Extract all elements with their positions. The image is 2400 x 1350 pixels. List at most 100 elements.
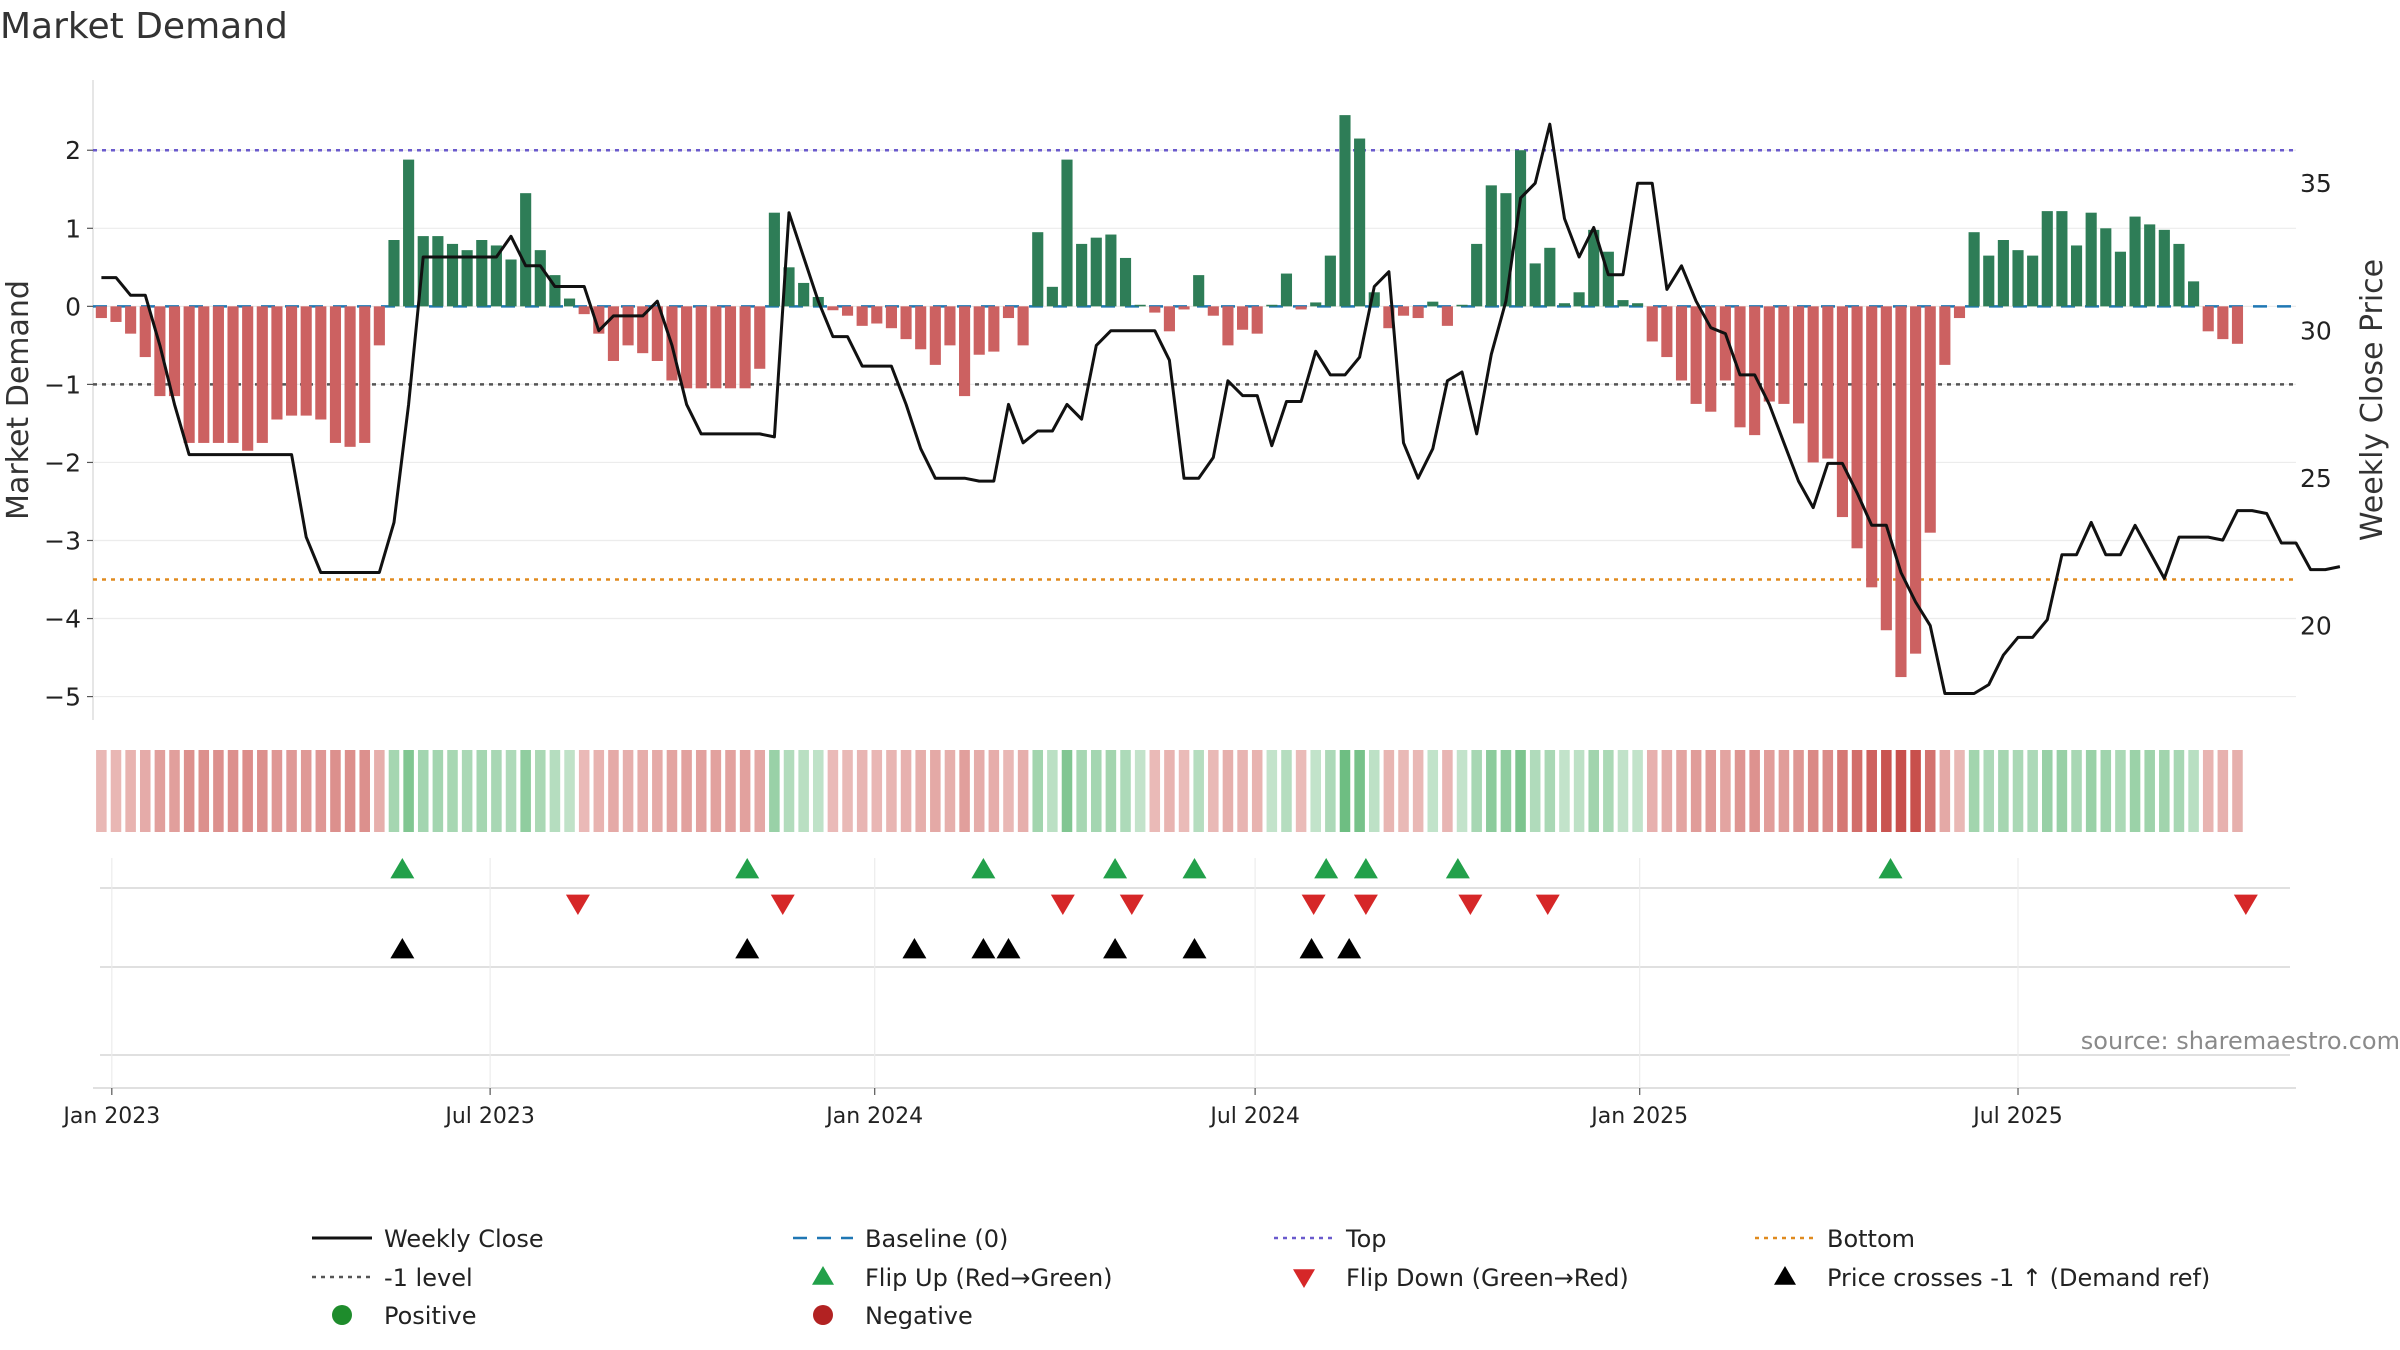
heat-strip-cell (2217, 750, 2229, 832)
heat-strip-cell (652, 750, 663, 832)
legend-swatch (812, 1266, 834, 1285)
heat-strip-cell (1017, 750, 1029, 832)
flip-up-marker (1103, 858, 1128, 879)
demand-bar (856, 306, 868, 326)
heat-strip-cell (1968, 750, 1980, 832)
demand-bar (300, 306, 312, 416)
demand-bar (446, 243, 459, 307)
heat-strip-cell (1895, 750, 1907, 832)
flip-down-marker (1119, 894, 1144, 915)
demand-bar (1544, 247, 1556, 307)
weekly-close-line (101, 122, 2341, 695)
demand-bar (2085, 212, 2097, 307)
heat-strip-cell (242, 750, 253, 832)
flip-up-marker (1445, 858, 1470, 879)
heat-strip-cell (1573, 750, 1585, 832)
flip-down-marker (1458, 894, 1483, 915)
heat-strip-cell (754, 750, 766, 832)
x-tick-label: Jan 2025 (1589, 1104, 1688, 1129)
heat-strip-cell (1061, 750, 1073, 832)
demand-bar (1397, 306, 1410, 316)
chart-title: Market Demand (0, 6, 288, 47)
x-tick-label: Jul 2023 (443, 1104, 535, 1129)
price-cross-marker (1182, 938, 1207, 959)
demand-bar (578, 306, 590, 315)
heat-strip-cell (1383, 750, 1395, 832)
price-cross-marker (902, 938, 927, 959)
demand-bar (1646, 306, 1658, 342)
demand-bar (768, 212, 780, 307)
flip-down-marker (1353, 894, 1378, 915)
heat-strip-cell (1603, 750, 1614, 832)
heat-strip-cell (1398, 750, 1409, 832)
heat-strip-cell (1559, 750, 1570, 832)
demand-bar (695, 306, 707, 389)
heat-strip-cell (666, 750, 678, 832)
demand-bar (1778, 306, 1790, 404)
heat-strip-cell (344, 750, 356, 832)
heat-strip-cell (1632, 750, 1643, 832)
heat-strip-cell (1661, 750, 1673, 832)
demand-bar (1690, 306, 1702, 404)
heat-strip-cell (827, 750, 839, 832)
demand-bar (1866, 306, 1878, 588)
demand-bar (1324, 255, 1336, 307)
demand-bar (1807, 306, 1819, 463)
demand-bar (1207, 306, 1219, 316)
x-tick-label: Jan 2024 (824, 1104, 923, 1129)
heat-strip-cell (710, 750, 722, 832)
demand-bar (1032, 232, 1044, 307)
y-tick-label: −1 (44, 370, 81, 399)
demand-bar (212, 306, 224, 443)
heat-strip-cell (154, 750, 166, 832)
demand-bar (988, 306, 1000, 352)
heat-strip-cell (1222, 750, 1234, 832)
heat-strip-cell (2100, 750, 2112, 832)
heat-strip-cell (1500, 750, 1512, 832)
flip-down-marker (2233, 894, 2258, 915)
heat-strip-cell (2042, 750, 2053, 832)
heat-strip-cell (1368, 750, 1380, 832)
heat-strip-cell (1486, 750, 1497, 832)
heat-strip-cell (2202, 750, 2214, 832)
heat-strip-cell (125, 750, 136, 832)
x-tick-label: Jan 2023 (61, 1104, 160, 1129)
demand-bar (1280, 273, 1293, 307)
demand-bar (373, 306, 385, 346)
heat-strip-cell (139, 750, 151, 832)
heat-strip-cell (1339, 750, 1351, 832)
heat-strip-cell (1134, 750, 1146, 832)
demand-bar (2217, 306, 2229, 340)
heat-strip-cell (1354, 750, 1365, 832)
demand-bar (1515, 150, 1527, 307)
demand-bar (1719, 306, 1731, 381)
heat-strip-cell (1090, 750, 1102, 832)
heat-strip-cell (1149, 750, 1161, 832)
demand-bar (2129, 216, 2141, 307)
demand-bar (1763, 306, 1775, 402)
flip-up-marker (1353, 858, 1378, 879)
demand-bar (344, 306, 356, 447)
demand-bar (1427, 301, 1439, 307)
heat-strip-cell (944, 750, 956, 832)
heat-strip-cell (374, 750, 385, 832)
heat-strip-cell (1998, 750, 2009, 832)
demand-bar (1134, 304, 1146, 307)
demand-bar (242, 306, 254, 451)
demand-bar (1558, 303, 1571, 307)
heat-strip-cell (1471, 750, 1482, 832)
heat-strip-cell (813, 750, 824, 832)
heat-strip-cell (549, 750, 561, 832)
heat-strip-cell (1866, 750, 1877, 832)
demand-bar (183, 306, 195, 443)
heat-strip-cell (1251, 750, 1263, 832)
legend-label: Positive (384, 1302, 477, 1330)
demand-bar (885, 306, 897, 329)
demand-bar (1251, 306, 1263, 334)
demand-bar (724, 306, 737, 389)
heat-strip-cell (930, 750, 941, 832)
demand-bar (1383, 306, 1395, 329)
price-cross-marker (971, 938, 996, 959)
heat-strip-cell (388, 750, 400, 832)
heat-strip-cell (1881, 750, 1892, 832)
